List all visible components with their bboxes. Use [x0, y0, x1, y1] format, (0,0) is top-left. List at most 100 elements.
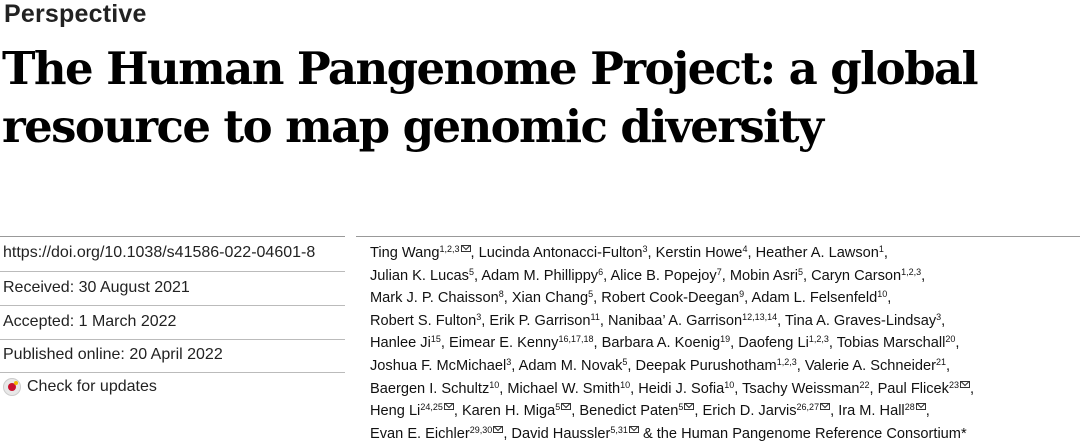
- affiliation-superscript: 6: [598, 266, 604, 277]
- author-name-text: Paul Flicek: [877, 380, 949, 397]
- check-for-updates-button[interactable]: Check for updates: [3, 378, 157, 396]
- author-separator: ,: [744, 290, 752, 307]
- author-name[interactable]: Xian Chang5: [511, 290, 593, 307]
- email-icon[interactable]: [443, 403, 454, 411]
- affiliation-superscript: 1: [878, 244, 884, 254]
- author-name[interactable]: Mobin Asri5: [730, 267, 803, 284]
- author-line: Baergen I. Schultz10, Michael W. Smith10…: [370, 378, 1075, 401]
- meta-divider: [0, 372, 345, 373]
- author-name[interactable]: David Haussler5,31: [511, 424, 639, 442]
- author-name[interactable]: Heather A. Lawson1: [755, 244, 884, 262]
- author-separator: ,: [747, 245, 756, 261]
- author-line: Heng Li24,25, Karen H. Miga5, Benedict P…: [370, 400, 1075, 423]
- author-name[interactable]: Tobias Marschall20: [837, 335, 956, 352]
- author-name-text: Ira M. Hall: [838, 403, 905, 420]
- author-separator: ,: [470, 245, 479, 261]
- author-name[interactable]: Mark J. P. Chaisson8: [370, 290, 504, 307]
- author-name[interactable]: Kerstin Howe4: [655, 244, 748, 262]
- author-name-text: Evan E. Eichler: [370, 425, 470, 442]
- author-name[interactable]: Ira M. Hall28: [838, 403, 926, 419]
- doi-link[interactable]: https://doi.org/10.1038/s41586-022-04601…: [3, 244, 316, 261]
- author-name[interactable]: Nanibaa’ A. Garrison12,13,14: [607, 312, 777, 329]
- affiliation-superscript: 4: [742, 244, 748, 254]
- author-name[interactable]: Joshua F. McMichael3: [370, 357, 511, 374]
- author-separator: ,: [593, 335, 602, 352]
- author-name[interactable]: Robert Cook-Deegan9: [601, 289, 745, 307]
- author-name[interactable]: Baergen I. Schultz10: [370, 379, 500, 397]
- author-line: Ting Wang1,2,3, Lucinda Antonacci-Fulton…: [370, 242, 1075, 265]
- author-name-text: Nanibaa’ A. Garrison: [607, 312, 743, 329]
- author-name[interactable]: & the Human Pangenome Reference Consorti…: [643, 426, 967, 442]
- author-name[interactable]: Evan E. Eichler29,30: [370, 425, 504, 442]
- author-name-text: Lucinda Antonacci-Fulton: [478, 245, 643, 261]
- email-icon[interactable]: [959, 380, 970, 388]
- email-icon[interactable]: [684, 403, 695, 411]
- author-name[interactable]: Deepak Purushotham1,2,3: [635, 357, 797, 374]
- author-name[interactable]: Tsachy Weissman22: [742, 380, 869, 397]
- author-separator: ,: [941, 312, 946, 329]
- author-name[interactable]: Eimear E. Kenny16,17,18: [448, 335, 594, 352]
- author-name-text: Mark J. P. Chaisson: [370, 290, 499, 307]
- author-name[interactable]: Caryn Carson1,2,3: [811, 267, 921, 284]
- author-name[interactable]: Valerie A. Schneider21: [805, 357, 946, 374]
- author-name-text: David Haussler: [511, 425, 611, 442]
- author-name-text: Eimear E. Kenny: [448, 335, 559, 352]
- email-icon[interactable]: [561, 403, 572, 411]
- affiliation-superscript: 10: [877, 289, 888, 300]
- author-name[interactable]: Heidi J. Sofia10: [638, 380, 734, 397]
- affiliation-superscript: 19: [720, 334, 731, 345]
- author-name[interactable]: Erich D. Jarvis26,27: [702, 403, 831, 419]
- affiliation-superscript: 9: [739, 289, 745, 300]
- author-name-text: & the Human Pangenome Reference Consorti…: [642, 425, 967, 442]
- email-icon[interactable]: [493, 425, 504, 433]
- author-name-text: Xian Chang: [511, 290, 589, 307]
- author-name-text: Adam M. Phillippy: [481, 267, 599, 284]
- divider-left: [0, 236, 345, 237]
- author-name[interactable]: Adam M. Phillippy6: [481, 266, 604, 284]
- author-separator: ,: [803, 267, 812, 284]
- author-name[interactable]: Hanlee Ji15: [370, 335, 441, 352]
- received-date: Received: 30 August 2021: [3, 279, 190, 296]
- email-icon[interactable]: [460, 245, 471, 252]
- author-name-text: Adam M. Novak: [518, 357, 623, 374]
- author-name[interactable]: Daofeng Li1,2,3: [738, 335, 829, 352]
- author-name-text: Deepak Purushotham: [635, 357, 777, 374]
- author-name[interactable]: Benedict Paten5: [579, 402, 695, 419]
- affiliation-superscript: 5: [678, 402, 684, 413]
- author-name[interactable]: Tina A. Graves-Lindsay3: [785, 312, 941, 329]
- author-name-text: Daofeng Li: [738, 335, 809, 352]
- author-name[interactable]: Adam M. Novak5: [518, 357, 628, 374]
- affiliation-superscript: 10: [489, 379, 500, 390]
- author-name[interactable]: Heng Li24,25: [370, 403, 454, 419]
- author-name[interactable]: Barbara A. Koenig19: [602, 334, 731, 352]
- affiliation-superscript: 3: [642, 244, 648, 254]
- email-icon[interactable]: [820, 403, 831, 411]
- author-name[interactable]: Julian K. Lucas5: [370, 267, 474, 284]
- author-separator: ,: [921, 267, 926, 284]
- author-separator: ,: [571, 403, 580, 420]
- email-icon[interactable]: [628, 425, 639, 433]
- author-name[interactable]: Erik P. Garrison11: [489, 311, 600, 329]
- author-name-text: Kerstin Howe: [655, 245, 743, 261]
- author-name[interactable]: Adam L. Felsenfeld10: [751, 289, 888, 307]
- author-name[interactable]: Paul Flicek23: [877, 379, 970, 397]
- affiliation-superscript: 11: [590, 311, 600, 322]
- author-separator: ,: [730, 335, 739, 352]
- meta-divider: [0, 271, 345, 272]
- author-name-text: Alice B. Popejoy: [610, 267, 717, 284]
- author-line: Mark J. P. Chaisson8, Xian Chang5, Rober…: [370, 287, 1075, 310]
- author-name-text: Heather A. Lawson: [755, 245, 879, 261]
- author-name[interactable]: Robert S. Fulton3: [370, 312, 481, 329]
- affiliation-superscript: 23: [948, 379, 959, 390]
- email-icon[interactable]: [915, 403, 926, 411]
- author-name[interactable]: Lucinda Antonacci-Fulton3: [478, 244, 648, 262]
- meta-divider: [0, 339, 345, 340]
- author-name[interactable]: Ting Wang1,2,3: [370, 245, 471, 261]
- affiliation-superscript: 5,31: [610, 424, 628, 435]
- author-name[interactable]: Michael W. Smith10: [507, 380, 630, 397]
- author-name[interactable]: Alice B. Popejoy7: [610, 267, 721, 284]
- author-name-text: Tsachy Weissman: [742, 380, 860, 397]
- accepted-date: Accepted: 1 March 2022: [3, 313, 177, 330]
- author-name[interactable]: Karen H. Miga5: [462, 403, 572, 419]
- author-name-text: Ting Wang: [370, 245, 440, 261]
